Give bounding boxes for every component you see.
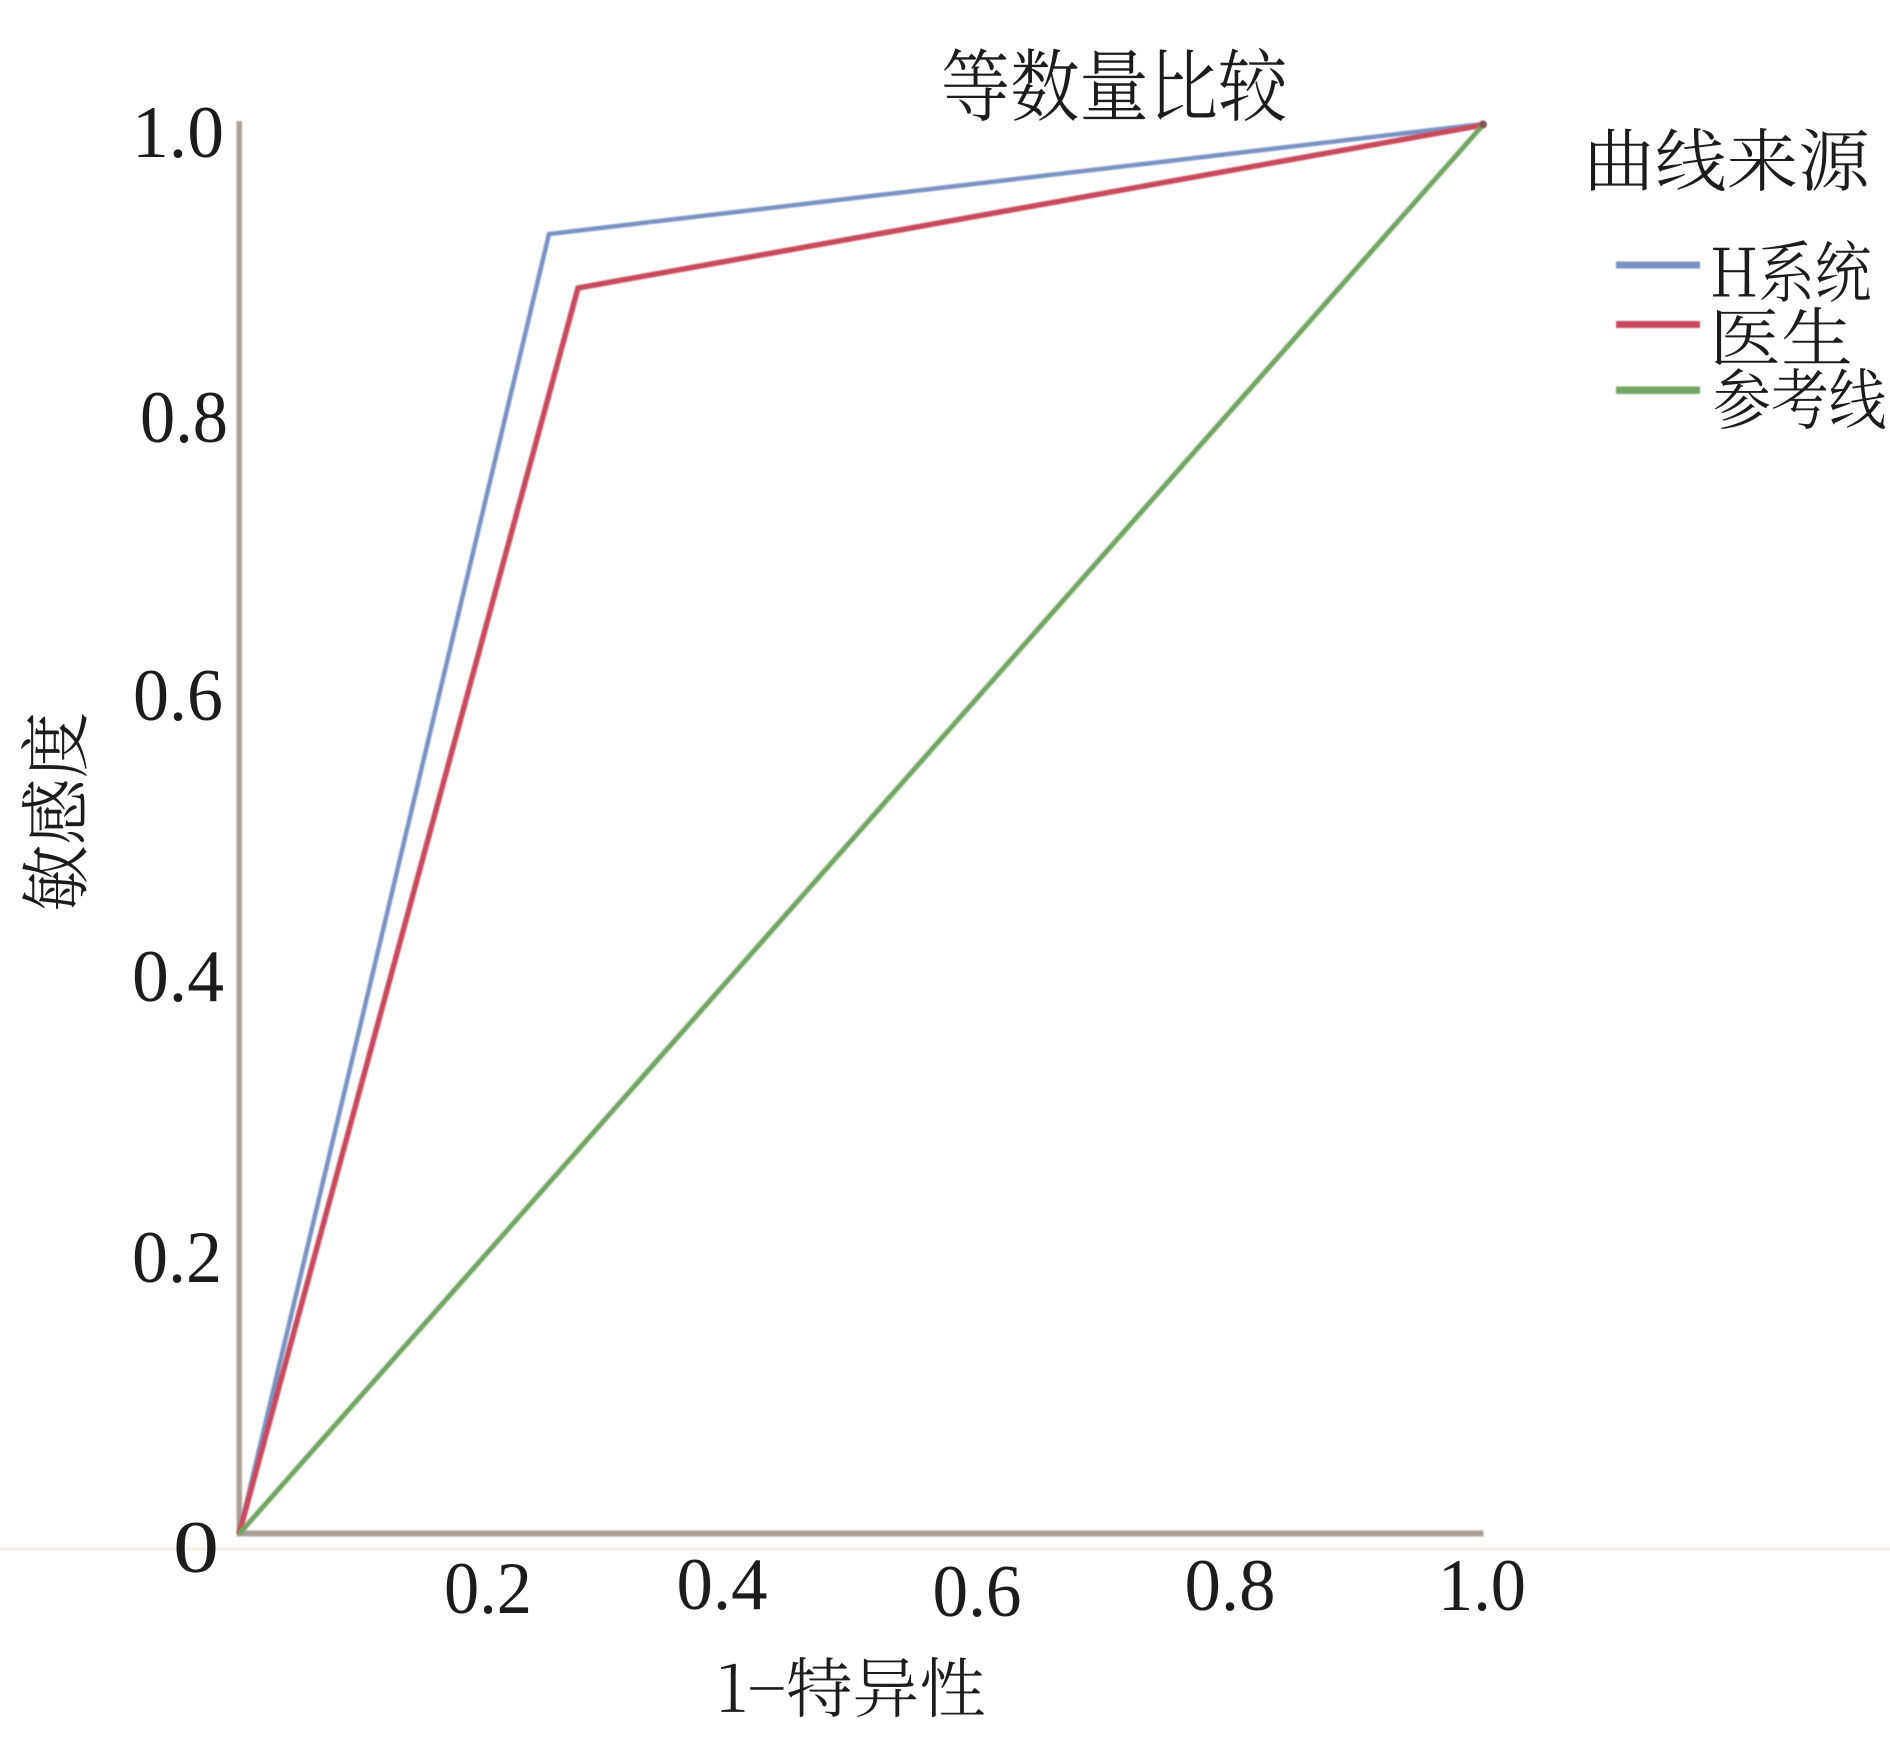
svg-text:0: 0 bbox=[173, 1507, 219, 1589]
svg-text:0.6: 0.6 bbox=[933, 1551, 1022, 1633]
svg-text:0.2: 0.2 bbox=[444, 1548, 532, 1630]
svg-text:0.8: 0.8 bbox=[1185, 1545, 1276, 1627]
svg-text:0.4: 0.4 bbox=[132, 936, 224, 1018]
svg-text:0.6: 0.6 bbox=[133, 655, 223, 737]
svg-text:0.2: 0.2 bbox=[132, 1217, 222, 1299]
svg-text:1.0: 1.0 bbox=[1438, 1545, 1526, 1627]
svg-text:0.4: 0.4 bbox=[677, 1544, 768, 1626]
svg-text:0.8: 0.8 bbox=[140, 377, 228, 459]
svg-text:1.0: 1.0 bbox=[132, 92, 224, 174]
